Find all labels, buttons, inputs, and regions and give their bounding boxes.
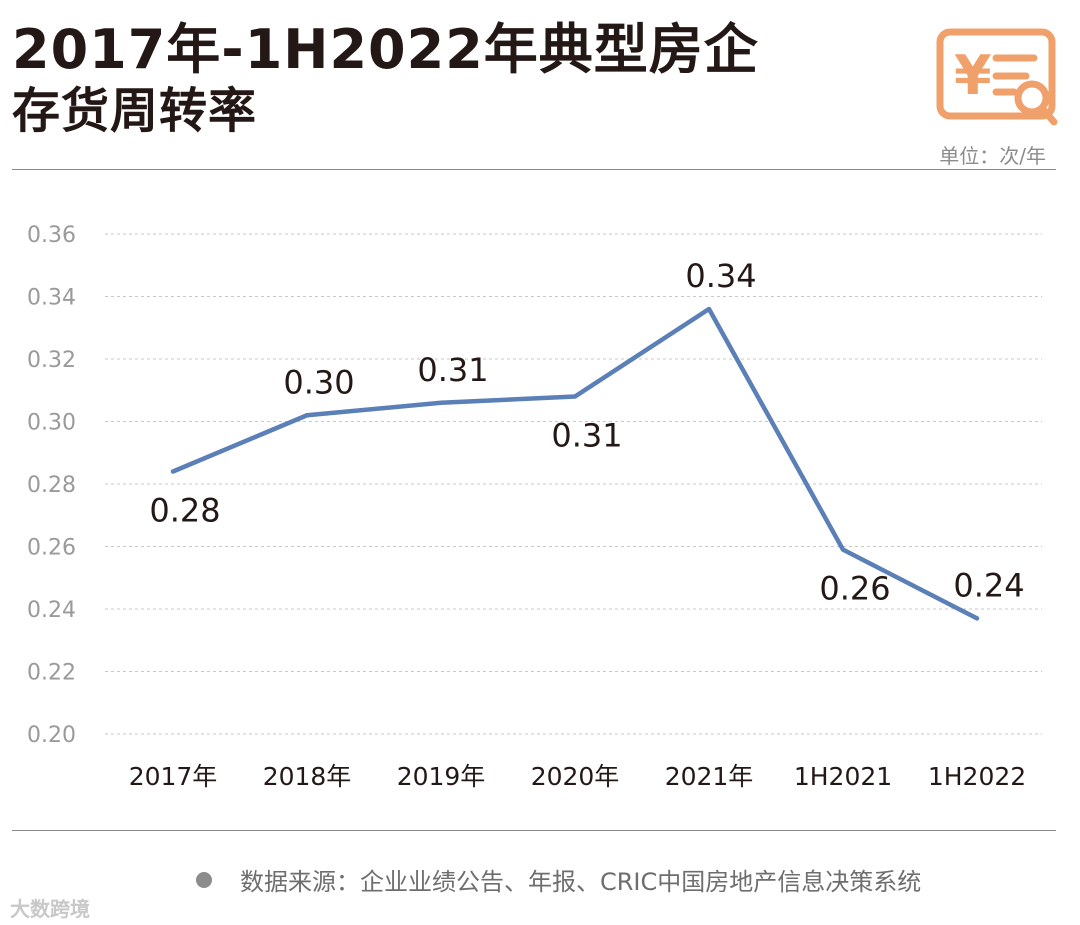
line-chart: 0.20 0.22 0.24 0.26 0.28 0.30 0.32 0.34 0.36 2017… <box>27 223 1042 791</box>
receipt-search-icon: ¥ <box>936 28 1058 126</box>
data-label: 0.31 <box>551 417 622 455</box>
bullet-dot <box>196 872 212 888</box>
title-line-2: 存货周转率 <box>12 83 258 139</box>
series-line <box>170 306 980 621</box>
x-tick-label: 2020年 <box>531 762 620 791</box>
x-tick-label: 1H2021 <box>794 762 892 791</box>
source-note: 数据来源：企业业绩公告、年报、CRIC中国房地产信息决策系统 <box>196 862 921 897</box>
watermark: 大数跨境 <box>10 897 90 921</box>
y-tick-label: 0.34 <box>27 286 76 311</box>
data-label: 0.26 <box>819 570 890 608</box>
y-tick-label: 0.26 <box>27 536 76 561</box>
y-tick-label: 0.32 <box>27 348 76 373</box>
data-label: 0.28 <box>149 492 220 530</box>
data-label: 0.34 <box>685 257 756 295</box>
data-label: 0.24 <box>953 566 1024 604</box>
svg-text:¥: ¥ <box>954 44 992 107</box>
unit-label: 单位：次/年 <box>939 144 1046 168</box>
x-tick-label: 2019年 <box>397 762 486 791</box>
y-tick-label: 0.28 <box>27 473 76 498</box>
x-tick-label: 2018年 <box>263 762 352 791</box>
source-text: 数据来源：企业业绩公告、年报、CRIC中国房地产信息决策系统 <box>240 868 922 896</box>
y-tick-label: 0.30 <box>27 411 76 436</box>
y-tick-label: 0.20 <box>27 723 76 748</box>
y-tick-label: 0.24 <box>27 598 76 623</box>
x-tick-label: 1H2022 <box>928 762 1026 791</box>
top-divider <box>12 169 1056 170</box>
data-label: 0.30 <box>283 363 354 401</box>
y-tick-label: 0.22 <box>27 661 76 686</box>
x-tick-label: 2021年 <box>665 762 754 791</box>
y-tick-label: 0.36 <box>27 223 76 248</box>
data-label: 0.31 <box>417 351 488 389</box>
chart-title: 2017年-1H2022年典型房企 存货周转率 <box>12 20 759 142</box>
title-line-1: 2017年-1H2022年典型房企 <box>12 18 759 81</box>
bottom-divider <box>12 830 1056 831</box>
x-tick-label: 2017年 <box>129 762 218 791</box>
